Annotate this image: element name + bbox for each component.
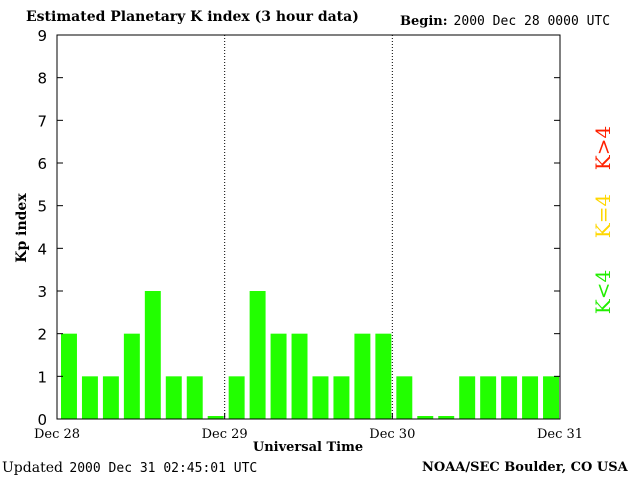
y-tick-label-8: 8: [37, 70, 47, 88]
y-tick-label-7: 7: [37, 112, 47, 130]
bar-16: [396, 376, 413, 419]
bar-5: [165, 376, 182, 419]
updated-info: Updated 2000 Dec 31 02:45:01 UTC: [2, 460, 257, 476]
bar-19: [459, 376, 476, 419]
y-tick-label-4: 4: [37, 240, 47, 258]
legend-k-greater-4: K>4: [591, 125, 615, 171]
legend-k-equals-4: K=4: [591, 193, 615, 239]
bar-23: [543, 376, 559, 419]
bar-14: [354, 333, 371, 419]
bar-11: [291, 333, 308, 419]
y-axis-label: Kp index: [14, 193, 30, 263]
bar-10: [270, 333, 287, 419]
y-tick-label-2: 2: [37, 326, 47, 344]
y-tick-label-3: 3: [37, 283, 47, 301]
x-tick-label-1: Dec 29: [202, 427, 248, 442]
bar-2: [102, 376, 119, 419]
credit-text: NOAA/SEC Boulder, CO USA: [422, 460, 628, 475]
y-tick-label-1: 1: [37, 368, 47, 386]
bar-0: [61, 333, 77, 419]
y-tick-label-9: 9: [37, 27, 47, 45]
bar-1: [81, 376, 98, 419]
x-tick-label-0: Dec 28: [34, 427, 80, 442]
bar-21: [501, 376, 518, 419]
bar-4: [144, 291, 161, 419]
x-tick-label-3: Dec 31: [537, 427, 583, 442]
bar-15: [375, 333, 392, 419]
bar-3: [123, 333, 140, 419]
bar-9: [249, 291, 266, 419]
bar-18: [438, 416, 455, 419]
y-tick-label-5: 5: [37, 198, 47, 216]
begin-label: Begin:: [400, 14, 448, 29]
bar-20: [480, 376, 497, 419]
bar-12: [312, 376, 329, 419]
bar-7: [207, 416, 224, 419]
updated-label: Updated: [2, 460, 63, 476]
x-tick-label-2: Dec 30: [369, 427, 415, 442]
bar-8: [228, 376, 245, 419]
bar-13: [333, 376, 350, 419]
bar-6: [186, 376, 203, 419]
y-tick-label-0: 0: [37, 411, 47, 429]
begin-info: Begin: 2000 Dec 28 0000 UTC: [400, 14, 610, 29]
chart-title: Estimated Planetary K index (3 hour data…: [26, 9, 359, 25]
begin-date: 2000 Dec 28 0000 UTC: [453, 14, 611, 29]
x-axis-label: Universal Time: [252, 440, 364, 455]
plot-frame: [56, 34, 561, 420]
bar-22: [522, 376, 539, 419]
legend-k-less-4: K<4: [591, 269, 615, 315]
updated-timestamp: 2000 Dec 31 02:45:01 UTC: [69, 461, 258, 476]
bar-17: [417, 416, 434, 419]
y-tick-label-6: 6: [37, 155, 47, 173]
